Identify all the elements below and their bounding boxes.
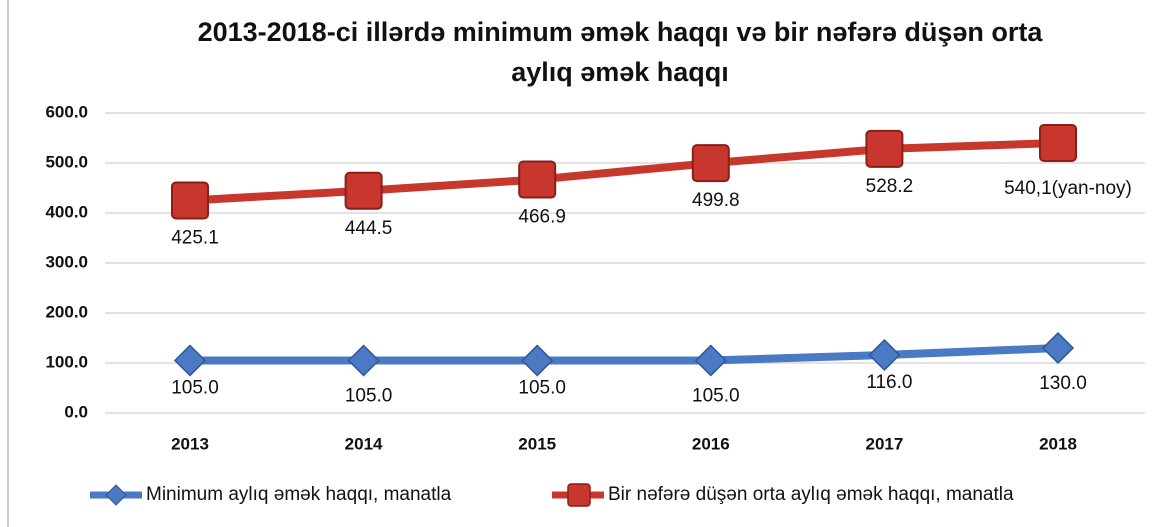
- point: [173, 344, 207, 377]
- x-tick-label: 2013: [171, 434, 209, 453]
- x-tick-label: 2014: [345, 434, 383, 453]
- y-tick-label: 500.0: [45, 152, 88, 171]
- legend-label: Bir nəfərə düşən orta aylıq əmək haqqı, …: [608, 484, 1014, 505]
- legend-label: Minimum aylıq əmək haqqı, manatla: [146, 484, 452, 505]
- data-label: 105.0: [171, 378, 219, 399]
- series-line: [190, 344, 1059, 365]
- point: [171, 181, 209, 220]
- data-label: 499.8: [692, 190, 740, 211]
- data-label: 528.2: [866, 176, 914, 197]
- point: [518, 160, 557, 199]
- point: [691, 144, 730, 183]
- point: [1041, 331, 1075, 365]
- series-line: [189, 138, 1059, 205]
- data-label: 444.5: [345, 218, 393, 239]
- point: [694, 344, 727, 377]
- y-tick-label: 0.0: [64, 402, 88, 421]
- x-tick-label: 2015: [518, 434, 556, 453]
- y-tick-label: 600.0: [45, 102, 88, 121]
- chart-title: 2013-2018-ci illərdə minimum əmək haqqı …: [197, 17, 1043, 87]
- data-label: 130.0: [1039, 373, 1087, 394]
- y-tick-label: 400.0: [45, 202, 88, 221]
- data-label: 425.1: [171, 227, 219, 248]
- data-label: 105.0: [692, 386, 740, 407]
- y-tick-label: 200.0: [45, 302, 88, 321]
- data-label: 105.0: [345, 386, 393, 407]
- point: [1039, 123, 1077, 162]
- data-label: 540,1(yan-noy): [1004, 178, 1132, 199]
- point: [868, 338, 901, 372]
- point: [865, 129, 904, 168]
- x-tick-label: 2017: [865, 434, 903, 453]
- data-label: 466.9: [518, 207, 566, 228]
- legend-marker: [567, 483, 591, 507]
- y-tick-label: 100.0: [45, 352, 88, 371]
- data-label: 116.0: [866, 372, 912, 393]
- point: [521, 344, 554, 377]
- x-tick-label: 2016: [692, 434, 730, 453]
- data-label: 105.0: [518, 378, 566, 399]
- y-tick-label: 300.0: [45, 252, 88, 271]
- point: [347, 344, 380, 377]
- point: [344, 171, 383, 210]
- x-tick-label: 2018: [1039, 434, 1077, 453]
- legend-marker: [105, 484, 127, 506]
